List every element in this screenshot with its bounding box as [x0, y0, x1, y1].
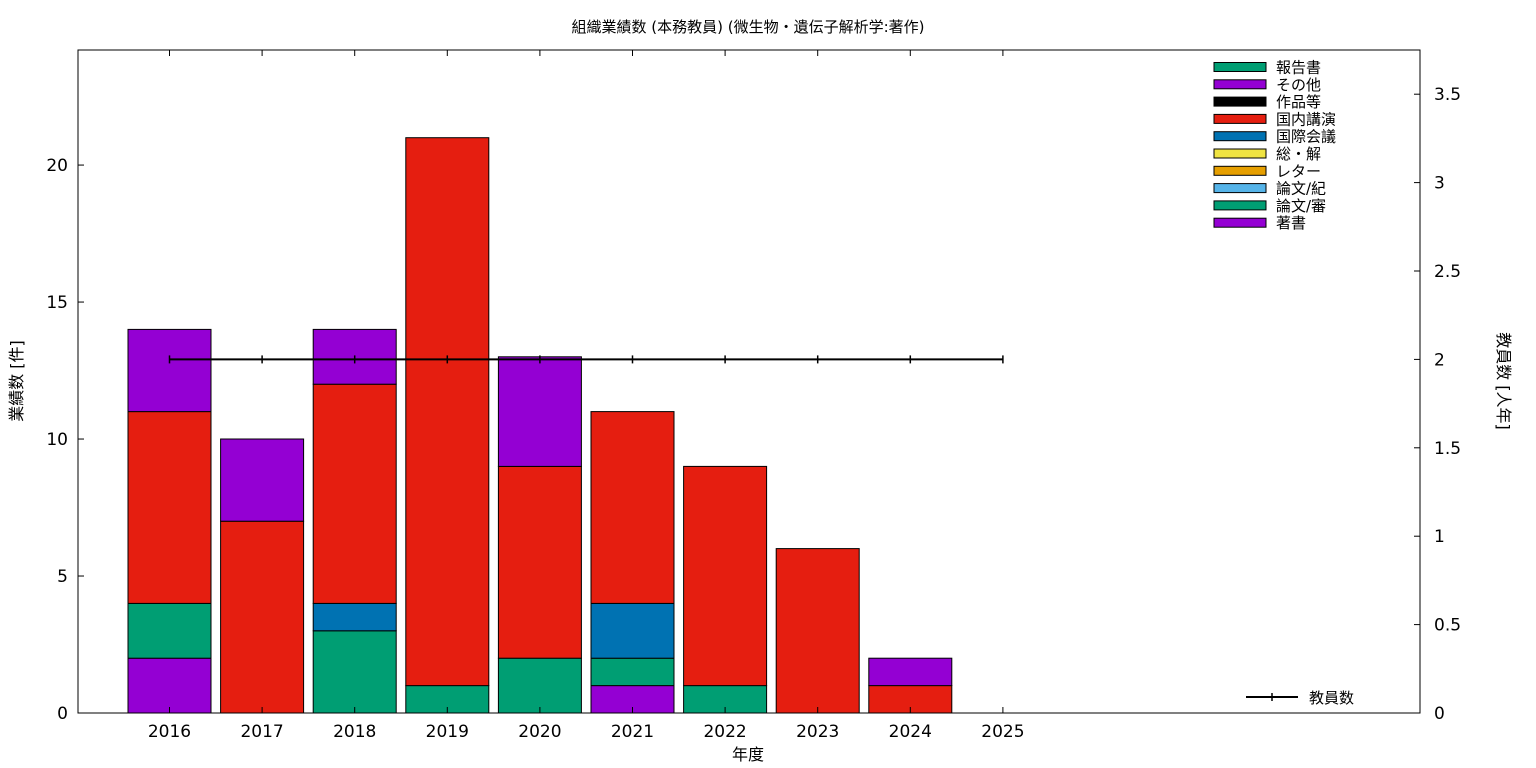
legend-label: 作品等: [1276, 93, 1321, 111]
legend-swatch: [1213, 148, 1267, 159]
legend-label: その他: [1276, 76, 1321, 94]
line-legend: 教員数: [1246, 689, 1354, 707]
x-tick-label: 2019: [426, 722, 469, 742]
legend-swatch: [1213, 183, 1267, 194]
bar-segment: [220, 520, 305, 714]
x-tick-label: 2025: [981, 722, 1024, 742]
x-axis-label: 年度: [732, 745, 764, 764]
legend-label: 国内講演: [1276, 110, 1336, 128]
bar-segment: [220, 438, 305, 522]
y2-tick-label: 1.5: [1434, 439, 1461, 459]
plot-frame: [77, 49, 1421, 714]
x-tick-label: 2016: [148, 722, 191, 742]
legend-swatch: [1213, 217, 1267, 228]
bar-segment: [127, 657, 212, 714]
legend-swatch: [1213, 79, 1267, 90]
y2-axis-label: 教員数 [人年]: [1494, 332, 1513, 430]
y2-tick-label: 3.5: [1434, 85, 1461, 105]
y-tick-label: 20: [46, 156, 68, 176]
legend-swatch: [1213, 113, 1267, 124]
y-axis-ticks: 0 5 10 15 20: [46, 156, 84, 724]
legend-label: レター: [1276, 162, 1321, 180]
legend-label: 論文/審: [1276, 197, 1326, 215]
bar-segment: [590, 411, 675, 604]
x-tick-label: 2023: [796, 722, 839, 742]
bar-segment: [312, 630, 397, 714]
legend-label-line: 教員数: [1309, 689, 1354, 707]
y-tick-label: 5: [57, 567, 68, 587]
bar-segment: [312, 383, 397, 604]
legend-swatch: [1213, 96, 1267, 107]
bars-layer: [127, 137, 953, 714]
y2-tick-label: 3: [1434, 174, 1445, 194]
legend-swatch: [1213, 165, 1267, 176]
y2-tick-label: 2.5: [1434, 262, 1461, 282]
bar-segment: [868, 657, 953, 687]
x-tick-label: 2024: [889, 722, 932, 742]
line-layer: [168, 355, 1004, 364]
y-tick-label: 0: [57, 704, 68, 724]
x-tick-label: 2021: [611, 722, 654, 742]
bar-segment: [497, 465, 582, 659]
legend-swatch: [1213, 62, 1267, 72]
legend-label: 国際会議: [1276, 128, 1336, 146]
legend-label: 著書: [1276, 214, 1306, 232]
y-tick-label: 15: [46, 293, 68, 313]
bar-segment: [590, 657, 675, 687]
y2-tick-label: 0: [1434, 704, 1445, 724]
bar-segment: [775, 548, 860, 714]
x-tick-label: 2018: [333, 722, 376, 742]
legend-swatch: [1213, 200, 1267, 211]
x-tick-label: 2017: [240, 722, 283, 742]
legend-label: 報告書: [1276, 59, 1321, 77]
y-tick-label: 10: [46, 430, 68, 450]
y2-tick-label: 0.5: [1434, 616, 1461, 636]
y2-tick-label: 2: [1434, 350, 1445, 370]
legend-label: 総・解: [1276, 145, 1321, 163]
x-tick-label: 2020: [518, 722, 561, 742]
bar-segment: [127, 411, 212, 604]
y2-axis-ticks: 0 0.5 1 1.5 2 2.5 3 3.5: [1414, 85, 1461, 724]
x-axis-ticks: 2016 2017 2018 2019 2020 2021 2022 2023 2024 2025: [148, 50, 1025, 742]
bar-segment: [127, 602, 212, 659]
bar-segment: [683, 465, 768, 687]
y2-tick-label: 1: [1434, 527, 1445, 547]
bar-segment: [312, 602, 397, 632]
legend-swatch: [1213, 131, 1267, 142]
bar-segment: [497, 657, 582, 714]
chart-title: 組織業績数 (本務教員) (微生物・遺伝子解析学:著作): [571, 18, 924, 36]
bar-segment: [590, 602, 675, 659]
bar-segment: [497, 356, 582, 467]
legend-label: 論文/紀: [1276, 180, 1326, 198]
y-axis-label: 業績数 [件]: [7, 340, 26, 422]
bar-segment: [405, 137, 490, 687]
bar-segment: [127, 328, 212, 413]
x-tick-label: 2022: [703, 722, 746, 742]
